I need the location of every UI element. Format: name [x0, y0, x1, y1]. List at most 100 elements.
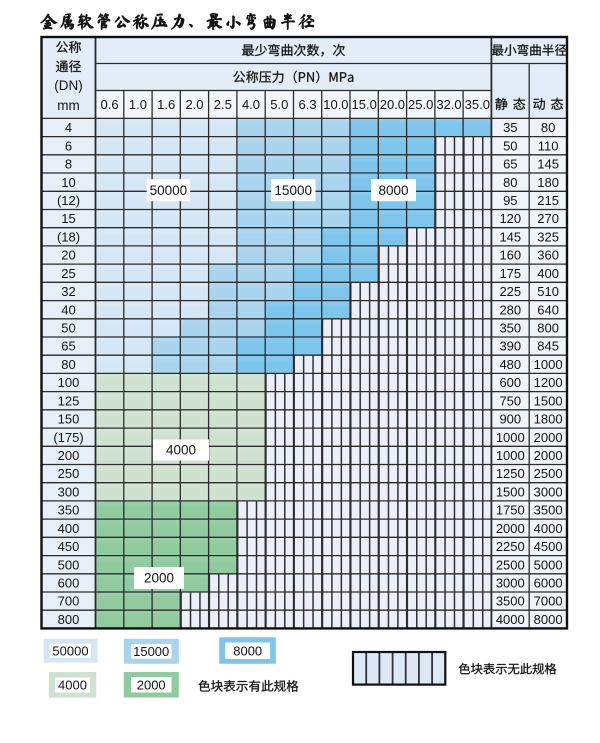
svg-text:(DN): (DN)	[54, 78, 83, 93]
svg-text:6.3: 6.3	[299, 97, 317, 112]
svg-text:180: 180	[537, 175, 559, 190]
svg-text:640: 640	[537, 302, 559, 317]
svg-text:4000: 4000	[166, 443, 196, 458]
svg-text:65: 65	[61, 339, 75, 354]
svg-text:20.0: 20.0	[380, 97, 405, 112]
svg-text:10.0: 10.0	[323, 97, 348, 112]
svg-text:15000: 15000	[133, 644, 169, 659]
svg-text:(18): (18)	[57, 229, 80, 244]
svg-text:2000: 2000	[496, 521, 525, 536]
svg-text:150: 150	[58, 412, 80, 427]
svg-text:1.6: 1.6	[157, 97, 175, 112]
svg-text:25.0: 25.0	[408, 97, 433, 112]
svg-text:8000: 8000	[534, 612, 563, 627]
svg-text:35.0: 35.0	[465, 97, 490, 112]
svg-text:175: 175	[499, 266, 521, 281]
svg-text:65: 65	[503, 157, 517, 172]
svg-text:8000: 8000	[378, 183, 408, 198]
svg-text:40: 40	[61, 302, 75, 317]
svg-text:900: 900	[499, 412, 521, 427]
svg-text:32: 32	[61, 284, 75, 299]
svg-text:50000: 50000	[52, 644, 88, 659]
svg-text:1.0: 1.0	[129, 97, 147, 112]
svg-text:480: 480	[499, 357, 521, 372]
svg-text:20: 20	[61, 248, 75, 263]
svg-text:3000: 3000	[496, 576, 525, 591]
svg-text:1200: 1200	[534, 375, 563, 390]
svg-text:4000: 4000	[534, 521, 563, 536]
svg-text:215: 215	[537, 193, 559, 208]
svg-text:500: 500	[58, 557, 80, 572]
svg-text:0.6: 0.6	[101, 97, 119, 112]
svg-text:25: 25	[61, 266, 75, 281]
svg-text:600: 600	[499, 375, 521, 390]
svg-text:1000: 1000	[496, 448, 525, 463]
svg-text:145: 145	[499, 229, 521, 244]
svg-text:1000: 1000	[496, 430, 525, 445]
svg-text:(175): (175)	[53, 430, 83, 445]
svg-text:125: 125	[58, 393, 80, 408]
svg-text:5000: 5000	[534, 557, 563, 572]
svg-text:50: 50	[61, 321, 75, 336]
svg-text:15: 15	[61, 211, 75, 226]
svg-text:700: 700	[58, 594, 80, 609]
svg-text:1500: 1500	[534, 393, 563, 408]
svg-text:250: 250	[58, 466, 80, 481]
svg-text:400: 400	[58, 521, 80, 536]
svg-text:800: 800	[58, 612, 80, 627]
svg-text:15.0: 15.0	[352, 97, 377, 112]
svg-text:400: 400	[537, 266, 559, 281]
svg-text:8: 8	[65, 157, 72, 172]
svg-text:(12): (12)	[57, 193, 80, 208]
svg-text:2000: 2000	[534, 430, 563, 445]
svg-text:4000: 4000	[496, 612, 525, 627]
svg-text:120: 120	[499, 211, 521, 226]
svg-text:2500: 2500	[534, 466, 563, 481]
svg-text:1800: 1800	[534, 412, 563, 427]
svg-text:80: 80	[503, 175, 517, 190]
svg-text:1500: 1500	[496, 484, 525, 499]
svg-text:2000: 2000	[137, 678, 166, 693]
svg-text:110: 110	[538, 138, 559, 153]
svg-text:3000: 3000	[534, 484, 563, 499]
svg-text:100: 100	[58, 375, 80, 390]
svg-text:4500: 4500	[534, 539, 563, 554]
svg-text:300: 300	[58, 484, 80, 499]
svg-text:350: 350	[499, 321, 521, 336]
svg-text:200: 200	[58, 448, 80, 463]
svg-text:280: 280	[499, 302, 521, 317]
svg-text:2000: 2000	[534, 448, 563, 463]
svg-text:50: 50	[503, 138, 517, 153]
svg-text:510: 510	[537, 284, 559, 299]
svg-text:325: 325	[537, 229, 559, 244]
svg-text:8000: 8000	[233, 644, 262, 659]
svg-text:845: 845	[537, 339, 559, 354]
svg-text:2250: 2250	[496, 539, 525, 554]
svg-text:80: 80	[541, 120, 555, 135]
svg-text:1000: 1000	[534, 357, 563, 372]
svg-text:800: 800	[537, 321, 559, 336]
svg-text:4.0: 4.0	[242, 97, 260, 112]
svg-text:mm: mm	[57, 98, 80, 113]
svg-text:10: 10	[61, 175, 75, 190]
svg-text:270: 270	[537, 211, 559, 226]
svg-text:5.0: 5.0	[270, 97, 288, 112]
svg-text:1750: 1750	[496, 503, 525, 518]
svg-text:15000: 15000	[274, 183, 312, 198]
svg-text:2.0: 2.0	[185, 97, 203, 112]
svg-text:750: 750	[499, 393, 521, 408]
svg-text:2.5: 2.5	[214, 97, 232, 112]
svg-text:350: 350	[58, 503, 80, 518]
svg-text:160: 160	[499, 248, 521, 263]
svg-text:360: 360	[537, 248, 559, 263]
svg-text:600: 600	[58, 576, 80, 591]
svg-text:35: 35	[503, 120, 517, 135]
svg-text:1250: 1250	[496, 466, 525, 481]
svg-text:2500: 2500	[496, 557, 525, 572]
svg-text:390: 390	[499, 339, 521, 354]
svg-text:3500: 3500	[496, 594, 525, 609]
svg-text:80: 80	[61, 357, 75, 372]
svg-text:3500: 3500	[534, 503, 563, 518]
svg-text:450: 450	[58, 539, 80, 554]
svg-text:225: 225	[499, 284, 521, 299]
